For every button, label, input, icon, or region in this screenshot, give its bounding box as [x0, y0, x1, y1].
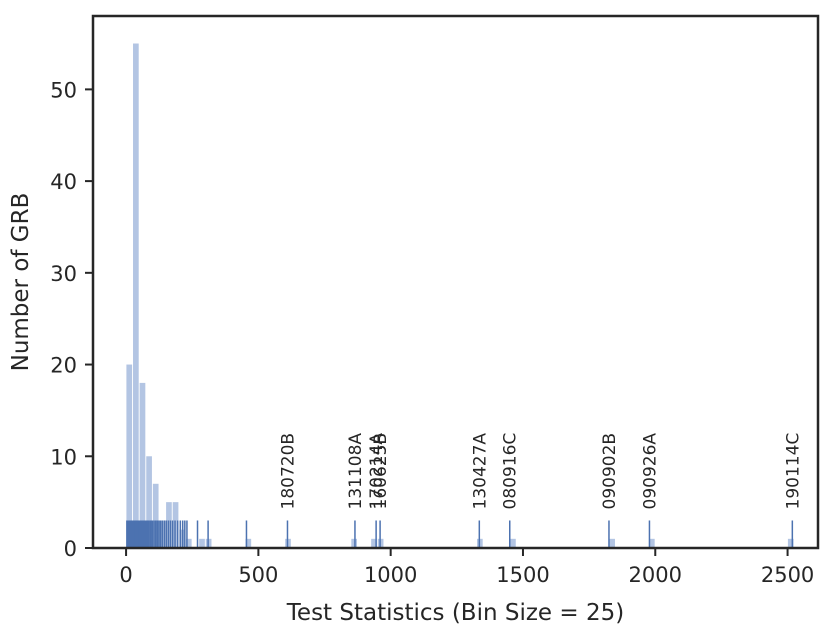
histogram-bar [371, 538, 377, 548]
grb-annotation-label: 190114C [783, 433, 803, 510]
x-tick-label: 1500 [496, 563, 549, 587]
histogram-bar [609, 538, 615, 548]
x-tick-label: 2000 [629, 563, 682, 587]
y-axis-label: Number of GRB [8, 193, 34, 372]
histogram-bar [146, 456, 152, 548]
histogram-bars [126, 43, 794, 548]
y-tick-label: 50 [50, 78, 77, 102]
histogram-bar [351, 538, 358, 548]
grb-annotation-label: 160625B [371, 433, 391, 510]
x-tick-label: 1000 [364, 563, 417, 587]
histogram-bar [787, 538, 794, 548]
histogram-bar [245, 538, 252, 548]
y-tick-label: 20 [50, 354, 77, 378]
histogram-bar [133, 43, 139, 548]
x-axis-ticks: 0 500 1000 1500 2000 2500 [119, 548, 814, 587]
y-tick-label: 40 [50, 170, 77, 194]
histogram-bar [199, 538, 205, 548]
histogram-bar [152, 483, 159, 548]
grb-annotation-label: 090926A [640, 433, 660, 510]
histogram-bar [510, 538, 516, 548]
histogram-bar [185, 538, 192, 548]
x-axis-label: Test Statistics (Bin Size = 25) [286, 600, 624, 626]
grb-annotation-label: 080916C [501, 433, 521, 510]
grb-annotation-label: 130427A [470, 433, 490, 510]
histogram-bar [139, 382, 146, 548]
y-tick-label: 0 [64, 537, 77, 561]
grb-annotation-label: 180720B [278, 433, 298, 510]
y-axis-ticks: 0 10 20 30 40 50 [50, 78, 93, 561]
x-tick-label: 0 [119, 563, 132, 587]
histogram-bar [126, 364, 133, 548]
y-tick-label: 10 [50, 445, 77, 469]
y-tick-label: 30 [50, 262, 77, 286]
grb-annotation-label: 170214A [367, 433, 387, 510]
grb-annotation-label: 090902B [600, 433, 620, 510]
x-tick-label: 2500 [761, 563, 814, 587]
rug-lines [126, 520, 794, 548]
grb-annotation-label: 131108A [346, 433, 366, 510]
histogram-bar [648, 538, 655, 548]
x-tick-label: 500 [238, 563, 278, 587]
plot-frame [91, 14, 820, 550]
